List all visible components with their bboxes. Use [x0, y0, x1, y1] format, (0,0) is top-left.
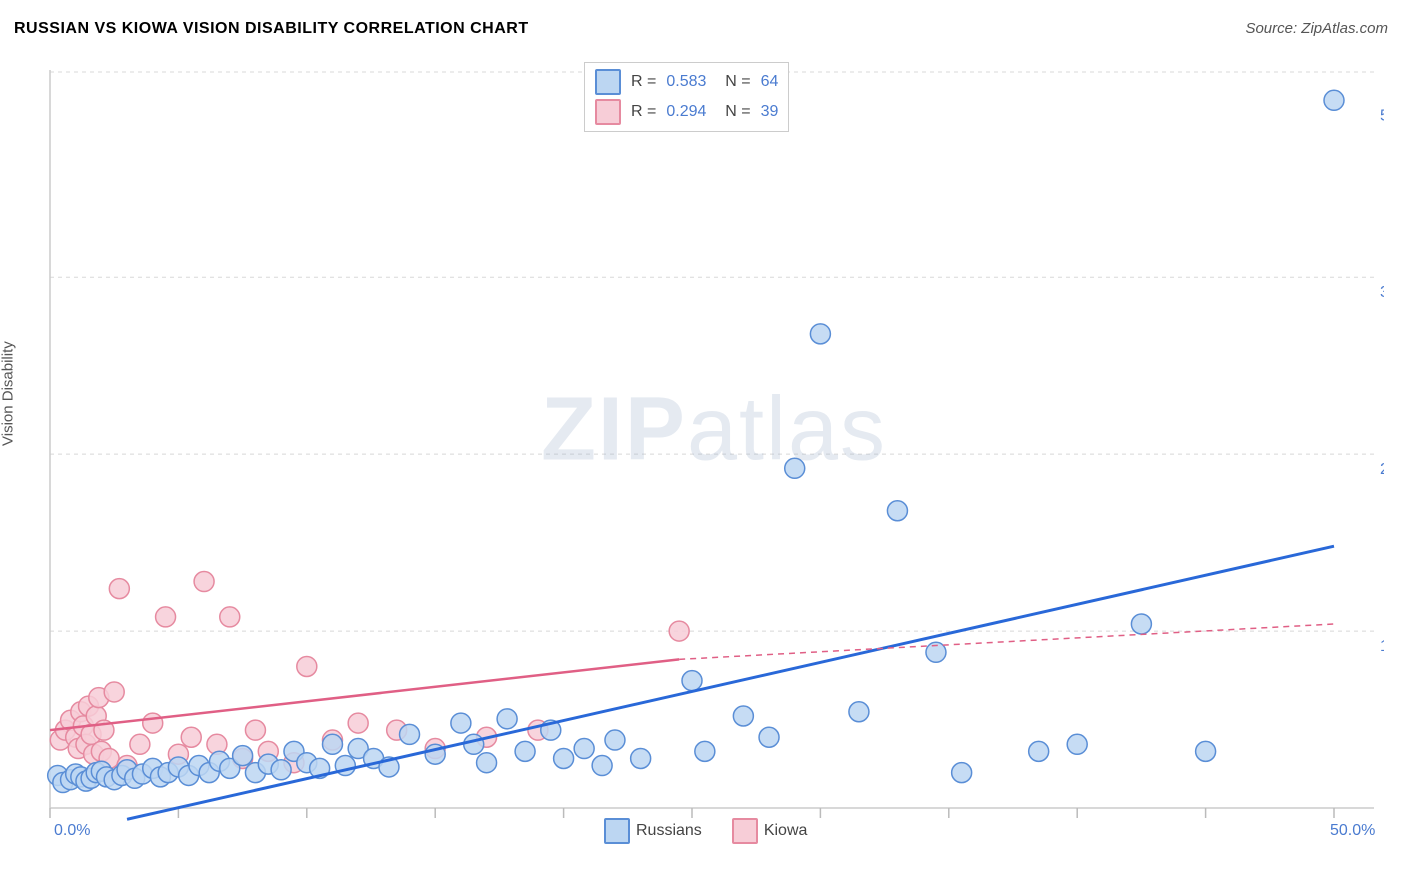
correlation-legend: R = 0.583 N = 64 R = 0.294 N = 39	[584, 62, 789, 132]
legend-swatch-kiowa	[595, 99, 621, 125]
legend-n-prefix-2: N =	[716, 103, 750, 121]
legend-n-russians: 64	[761, 73, 779, 91]
legend-row-kiowa: R = 0.294 N = 39	[595, 97, 778, 127]
legend-bottom-swatch-kiowa	[732, 818, 758, 844]
legend-swatch-russians	[595, 69, 621, 95]
legend-bottom-swatch-russians	[604, 818, 630, 844]
legend-r-russians: 0.583	[666, 73, 706, 91]
svg-text:25.0%: 25.0%	[1380, 461, 1384, 478]
scatter-plot-svg: 12.5% 25.0% 37.5% 50.0%	[44, 52, 1384, 840]
svg-text:37.5%: 37.5%	[1380, 284, 1384, 301]
legend-n-kiowa: 39	[761, 103, 779, 121]
legend-r-prefix-2: R =	[631, 103, 656, 121]
x-axis-left-label: 0.0%	[54, 822, 90, 840]
source-credit: Source: ZipAtlas.com	[1245, 20, 1388, 37]
chart-title: RUSSIAN VS KIOWA VISION DISABILITY CORRE…	[14, 20, 529, 38]
legend-item-russians: Russians	[604, 818, 702, 844]
y-axis-label: Vision Disability	[0, 341, 17, 446]
legend-r-kiowa: 0.294	[666, 103, 706, 121]
plot-area: 12.5%25.0%37.5%50.0% ZIPatlas R = 0.583 …	[44, 52, 1384, 840]
legend-row-russians: R = 0.583 N = 64	[595, 67, 778, 97]
svg-text:12.5%: 12.5%	[1380, 638, 1384, 655]
legend-bottom-label-kiowa: Kiowa	[764, 822, 808, 839]
legend-n-prefix: N =	[716, 73, 750, 91]
series-legend: Russians Kiowa	[604, 818, 807, 844]
svg-text:50.0%: 50.0%	[1380, 107, 1384, 124]
x-axis-right-label: 50.0%	[1330, 822, 1375, 840]
legend-bottom-label-russians: Russians	[636, 822, 702, 839]
legend-r-prefix: R =	[631, 73, 656, 91]
legend-item-kiowa: Kiowa	[732, 818, 808, 844]
